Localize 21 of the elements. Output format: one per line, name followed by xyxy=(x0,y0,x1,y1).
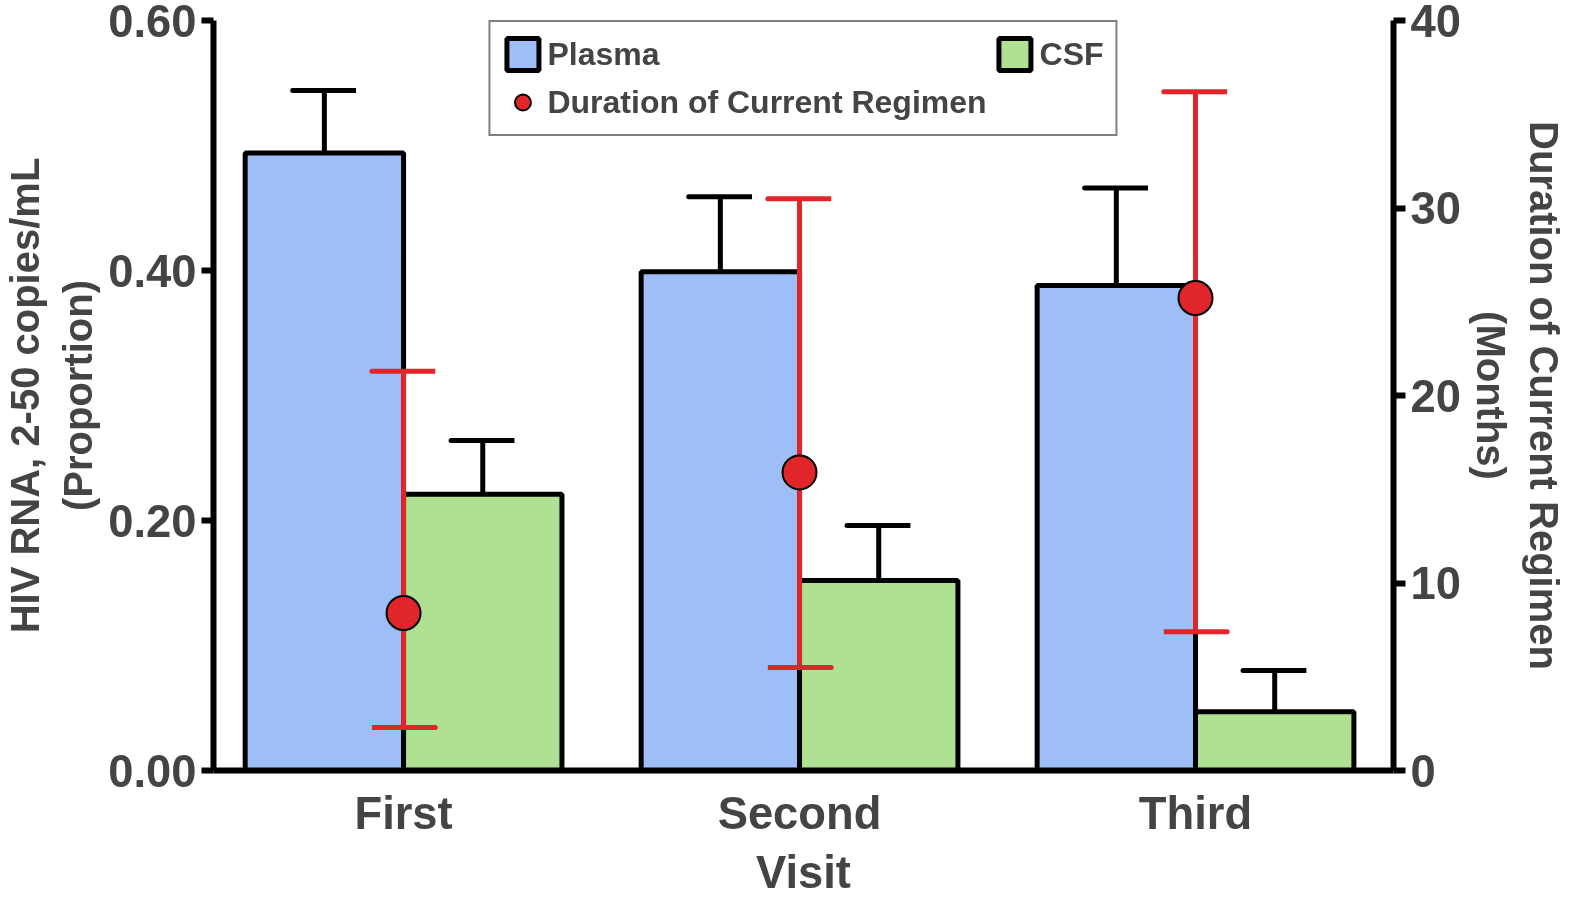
y2-tick-label: 0 xyxy=(1410,745,1436,797)
y2-tick-label: 30 xyxy=(1410,183,1461,234)
x-tick-label: Second xyxy=(717,787,882,839)
y-tick-label: 0.60 xyxy=(108,0,197,47)
y-tick-label: 0.20 xyxy=(108,495,197,547)
y2-tick-label: 20 xyxy=(1410,370,1461,422)
point xyxy=(385,595,422,631)
x-axis-title: Visit xyxy=(756,846,851,898)
legend-label: CSF xyxy=(1039,35,1104,73)
y-axis-title: HIV RNA, 2-50 copies/mL (Proportion) xyxy=(3,157,101,634)
y2-tick-label: 40 xyxy=(1410,0,1461,47)
y-tick-label: 0.00 xyxy=(108,745,197,797)
x-tick-label: Third xyxy=(1138,787,1253,839)
point xyxy=(781,454,818,491)
legend-label: Duration of Current Regimen xyxy=(547,83,987,121)
y-tick-label: 0.40 xyxy=(108,245,197,297)
x-tick-label: First xyxy=(354,787,453,839)
point xyxy=(1177,280,1214,316)
y2-axis-title: Duration of Current Regimen (Months) xyxy=(1468,121,1566,670)
y2-tick-label: 10 xyxy=(1410,558,1461,609)
legend-label: Plasma xyxy=(547,35,660,73)
